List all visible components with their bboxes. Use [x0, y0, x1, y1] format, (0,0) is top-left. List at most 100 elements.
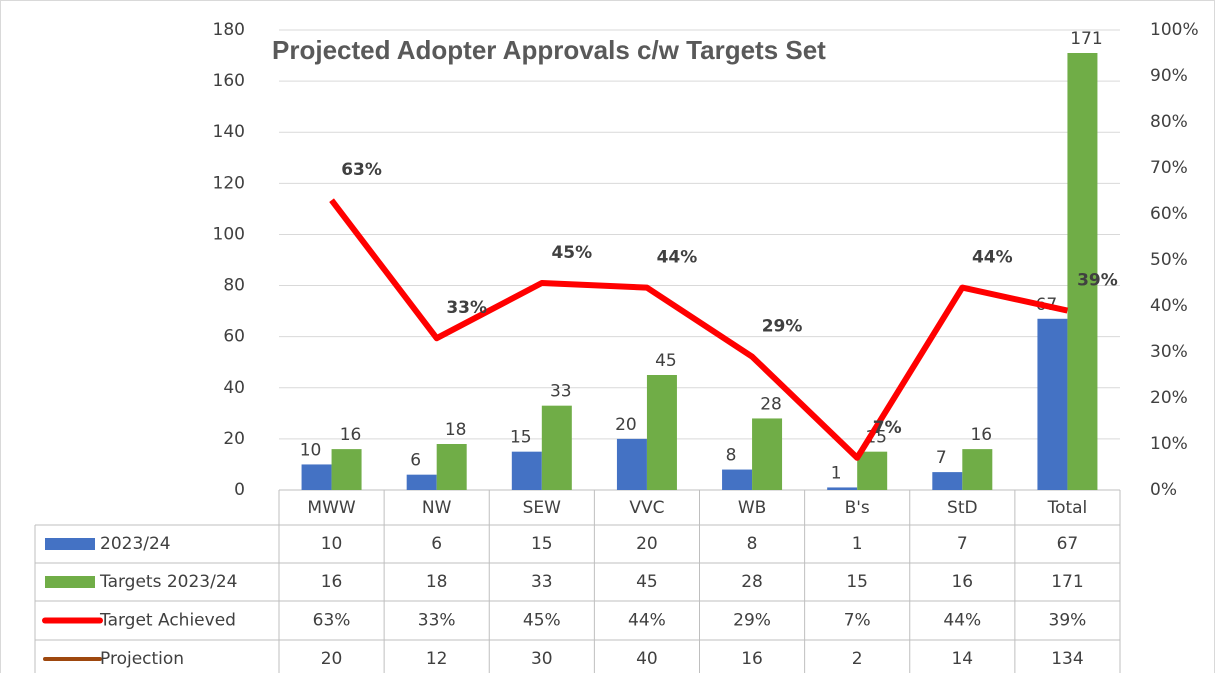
y2-tick-label: 80% — [1150, 112, 1188, 132]
table-cell: 29% — [733, 611, 771, 631]
bar-label: 1 — [831, 463, 842, 483]
y-tick-label: 60 — [223, 327, 245, 347]
bar — [857, 451, 888, 490]
line-label: 44% — [657, 248, 698, 268]
bar-label: 20 — [615, 415, 637, 435]
table-cell: 20 — [636, 534, 658, 554]
table-cell: 7% — [844, 611, 871, 631]
table-cell: 14 — [951, 649, 973, 669]
legend-label: Projection — [100, 649, 184, 669]
legend-swatch — [45, 538, 95, 550]
y2-tick-label: 60% — [1150, 204, 1188, 224]
table-cell: 45% — [523, 611, 561, 631]
table-cell: 40 — [636, 649, 658, 669]
table-cell: 12 — [426, 649, 448, 669]
table-cell: 16 — [321, 572, 343, 592]
y-tick-label: 20 — [223, 429, 245, 449]
bar — [827, 487, 858, 490]
bar — [406, 474, 437, 490]
table-cell: 44% — [943, 611, 981, 631]
y2-tick-label: 10% — [1150, 434, 1188, 454]
table-cell: 33 — [531, 572, 553, 592]
table-cell: 15 — [531, 534, 553, 554]
x-tick-label: StD — [947, 498, 978, 518]
table-cell: 171 — [1051, 572, 1083, 592]
bar — [541, 405, 572, 490]
table-cell: 45 — [636, 572, 658, 592]
table-cell: 134 — [1051, 649, 1083, 669]
table-cell: 63% — [313, 611, 351, 631]
bar — [932, 472, 963, 490]
table-cell: 10 — [321, 534, 343, 554]
y-tick-label: 120 — [213, 173, 245, 193]
table-cell: 67 — [1057, 534, 1079, 554]
bar-label: 16 — [970, 425, 992, 445]
bar — [722, 469, 753, 490]
chart-title: Projected Adopter Approvals c/w Targets … — [272, 35, 826, 65]
legend-swatch — [45, 576, 95, 588]
y-tick-label: 100 — [213, 224, 245, 244]
legend-label: 2023/24 — [100, 534, 171, 554]
x-tick-label: SEW — [523, 498, 562, 518]
y2-tick-label: 20% — [1150, 388, 1188, 408]
bar — [1037, 318, 1068, 490]
table-cell: 6 — [431, 534, 442, 554]
y-tick-label: 180 — [213, 20, 245, 40]
x-tick-label: NW — [422, 498, 452, 518]
bar — [511, 451, 542, 490]
bar — [616, 438, 647, 490]
line-label: 44% — [972, 248, 1013, 268]
line-label: 39% — [1077, 271, 1118, 291]
table-cell: 16 — [951, 572, 973, 592]
bar-label: 33 — [550, 382, 572, 402]
y2-tick-label: 50% — [1150, 250, 1188, 270]
x-tick-label: MWW — [307, 498, 355, 518]
y2-tick-label: 40% — [1150, 296, 1188, 316]
table-cell: 30 — [531, 649, 553, 669]
bar — [436, 444, 467, 490]
bar — [962, 449, 993, 490]
line-label: 63% — [341, 160, 382, 180]
legend-label: Targets 2023/24 — [99, 572, 237, 592]
line-label: 33% — [446, 298, 487, 318]
legend-label: Target Achieved — [99, 611, 236, 631]
x-tick-label: B's — [845, 498, 870, 518]
table-cell: 44% — [628, 611, 666, 631]
y-tick-label: 40 — [223, 378, 245, 398]
y2-tick-label: 30% — [1150, 342, 1188, 362]
bar-label: 18 — [445, 420, 467, 440]
table-cell: 33% — [418, 611, 456, 631]
table-cell: 2 — [852, 649, 863, 669]
y-tick-label: 80 — [223, 276, 245, 296]
table-cell: 1 — [852, 534, 863, 554]
bar-label: 28 — [760, 394, 782, 414]
y2-tick-label: 90% — [1150, 66, 1188, 86]
y-tick-label: 0 — [234, 480, 245, 500]
y2-tick-label: 70% — [1150, 158, 1188, 178]
line — [329, 198, 1069, 461]
y2-tick-label: 100% — [1150, 20, 1199, 40]
bar — [752, 418, 783, 490]
line-label: 45% — [551, 243, 592, 263]
bar-label: 16 — [340, 425, 362, 445]
table-cell: 16 — [741, 649, 763, 669]
table-cell: 39% — [1049, 611, 1087, 631]
x-tick-label: Total — [1047, 498, 1088, 518]
bar-label: 10 — [300, 440, 322, 460]
x-tick-label: WB — [738, 498, 766, 518]
y2-tick-label: 0% — [1150, 480, 1177, 500]
x-tick-label: VVC — [629, 498, 664, 518]
table-cell: 15 — [846, 572, 868, 592]
table-cell: 18 — [426, 572, 448, 592]
y-tick-label: 160 — [213, 71, 245, 91]
table-cell: 28 — [741, 572, 763, 592]
y-tick-label: 140 — [213, 122, 245, 142]
bar — [646, 375, 677, 490]
bar-label: 171 — [1070, 29, 1102, 49]
line-label: 29% — [762, 317, 803, 337]
bar — [331, 449, 362, 490]
line-label: 7% — [873, 418, 902, 438]
bar-label: 6 — [410, 451, 421, 471]
table-cell: 7 — [957, 534, 968, 554]
